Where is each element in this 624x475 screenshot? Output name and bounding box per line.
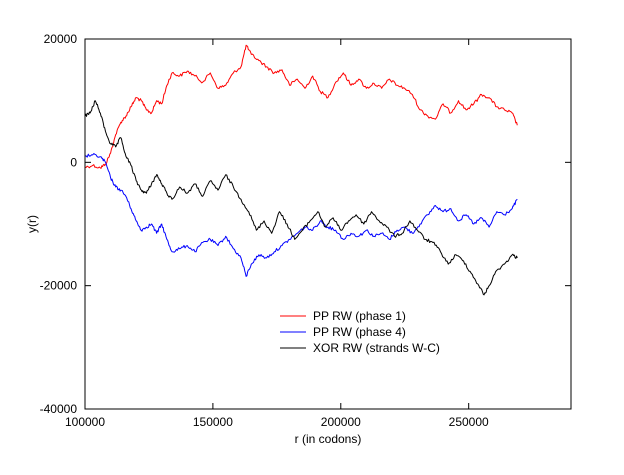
y-tick-label: 0	[70, 155, 77, 169]
y-tick-label: 20000	[44, 32, 78, 46]
y-tick-label: -20000	[40, 279, 78, 293]
x-tick-label: 200000	[321, 415, 361, 429]
legend: PP RW (phase 1) PP RW (phase 4) XOR RW (st…	[280, 309, 440, 355]
x-tick-label: 150000	[193, 415, 233, 429]
legend-label-1: PP RW (phase 1)	[313, 309, 406, 323]
x-tick-label: 100000	[65, 415, 105, 429]
series-line-1	[84, 44, 518, 169]
series-layer	[84, 44, 518, 296]
plot-frame	[84, 38, 572, 410]
y-axis-label: y(r)	[25, 215, 39, 233]
axis-ticks: 100000 150000 200000 250000 -40000 -20000 0 200…	[40, 32, 571, 429]
y-tick-label: -40000	[40, 402, 78, 416]
legend-label-3: XOR RW (strands W-C)	[313, 341, 440, 355]
legend-label-2: PP RW (phase 4)	[313, 325, 406, 339]
x-tick-label: 250000	[449, 415, 489, 429]
x-axis-label: r (in codons)	[295, 432, 362, 446]
series-line-3	[84, 100, 518, 296]
series-line-2	[84, 153, 518, 277]
